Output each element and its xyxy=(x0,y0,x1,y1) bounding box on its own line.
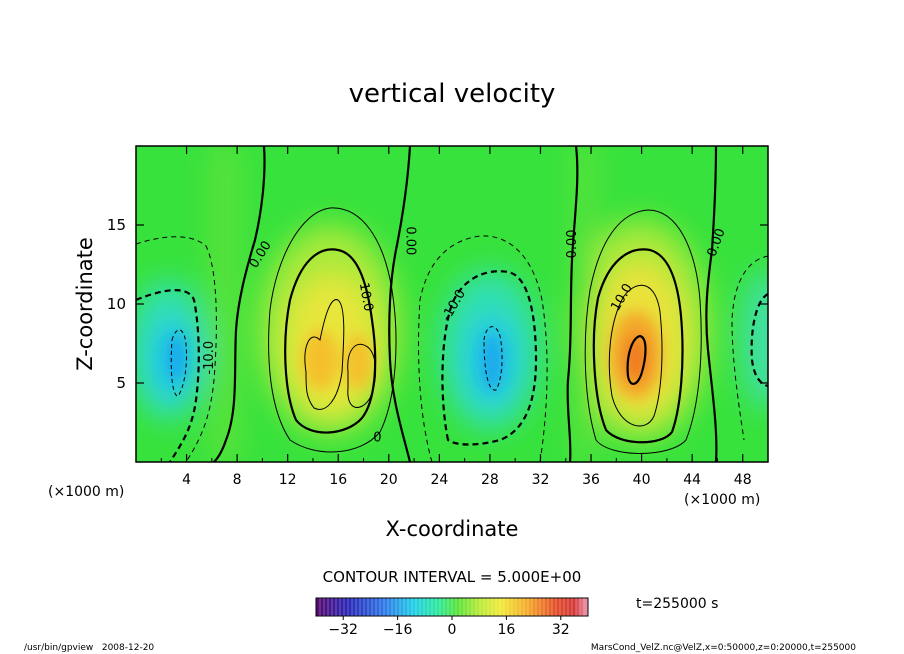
x-tick-label: 12 xyxy=(279,472,297,488)
x-tick-label: 16 xyxy=(329,472,347,488)
colorbar-stripes xyxy=(319,598,585,616)
contour-label: 10.0 xyxy=(356,282,376,313)
shade-band-2 xyxy=(575,146,595,462)
x-axis-label: X-coordinate xyxy=(386,517,519,541)
footer-right: MarsCond_VelZ.nc@VelZ,x=0:50000,z=0:2000… xyxy=(591,643,856,653)
contour-zero-3 xyxy=(566,146,579,462)
contour-pos5-1 xyxy=(268,207,397,453)
x-axis-ticks: 4 8 12 16 20 24 28 32 36 40 44 48 xyxy=(160,146,752,488)
contour-lines xyxy=(136,146,768,462)
shade-core-1 xyxy=(302,330,338,390)
chart-title: vertical velocity xyxy=(349,79,556,109)
shading-core xyxy=(167,311,662,399)
x-unit-right: (×1000 m) xyxy=(684,492,760,508)
x-tick-label: 44 xyxy=(683,472,701,488)
contour-pos15-1 xyxy=(304,299,345,410)
contour-neg10-3 xyxy=(750,293,768,388)
y-axis-label: Z-coordinate xyxy=(73,237,97,371)
contour-label: 0.00 xyxy=(565,229,580,258)
contour-interval-text: CONTOUR INTERVAL = 5.000E+00 xyxy=(323,568,582,586)
contour-neg10-2 xyxy=(441,270,538,446)
contour-zero-2 xyxy=(388,146,412,462)
contour-pos10-2 xyxy=(592,248,684,444)
x-tick-label: 28 xyxy=(481,472,499,488)
contour-zero-4 xyxy=(705,146,718,462)
x-tick-label: 8 xyxy=(233,472,242,488)
contour-neg5-3 xyxy=(731,255,768,441)
contour-pos15-2 xyxy=(347,343,376,408)
shade-core-6 xyxy=(167,334,185,382)
y-tick-label: 15 xyxy=(107,216,126,234)
contour-label: 0.00 xyxy=(402,226,417,255)
shade-core-2 xyxy=(344,334,372,390)
x-tick-label: 48 xyxy=(734,472,752,488)
contour-label: -10.0 xyxy=(202,341,217,375)
colorbar-tick-label: 16 xyxy=(497,622,515,638)
y-tick-label: 5 xyxy=(116,374,126,392)
colorbar-ticks: −32 −16 0 16 32 xyxy=(328,616,570,638)
contour-pos25 xyxy=(626,334,647,385)
x-tick-label: 20 xyxy=(380,472,398,488)
shade-core-5 xyxy=(482,334,502,390)
colorbar-tick-label: −32 xyxy=(328,622,358,638)
contour-neg20-1 xyxy=(170,329,187,397)
x-tick-label: 24 xyxy=(430,472,448,488)
x-tick-label: 36 xyxy=(582,472,600,488)
contour-pos10-1 xyxy=(284,248,377,434)
contour-label: 0 xyxy=(373,430,381,445)
y-axis-ticks: 5 10 15 xyxy=(107,216,768,392)
footer-left: /usr/bin/gpview 2008-12-20 xyxy=(24,643,154,653)
contour-neg5-1 xyxy=(136,236,217,462)
x-unit-left: (×1000 m) xyxy=(48,484,124,500)
contour-zero-1 xyxy=(213,146,266,462)
x-tick-label: 4 xyxy=(182,472,191,488)
time-text: t=255000 s xyxy=(636,596,718,612)
colorbar-tick-label: 0 xyxy=(448,622,457,638)
contour-neg10-1 xyxy=(136,289,200,462)
contour-pos5-2 xyxy=(584,209,702,454)
shade-band-1 xyxy=(212,146,238,462)
x-tick-label: 32 xyxy=(532,472,550,488)
colorbar-tick-label: −16 xyxy=(383,622,413,638)
contour-neg5-2 xyxy=(418,235,548,462)
x-tick-label: 40 xyxy=(633,472,651,488)
contour-pos15-3 xyxy=(608,284,663,427)
colorbar-tick-label: 32 xyxy=(552,622,570,638)
y-tick-label: 10 xyxy=(107,295,126,313)
colorbar: −32 −16 0 16 32 xyxy=(315,597,589,638)
shade-neg-3 xyxy=(740,270,768,410)
contour-neg20-2 xyxy=(483,326,503,391)
